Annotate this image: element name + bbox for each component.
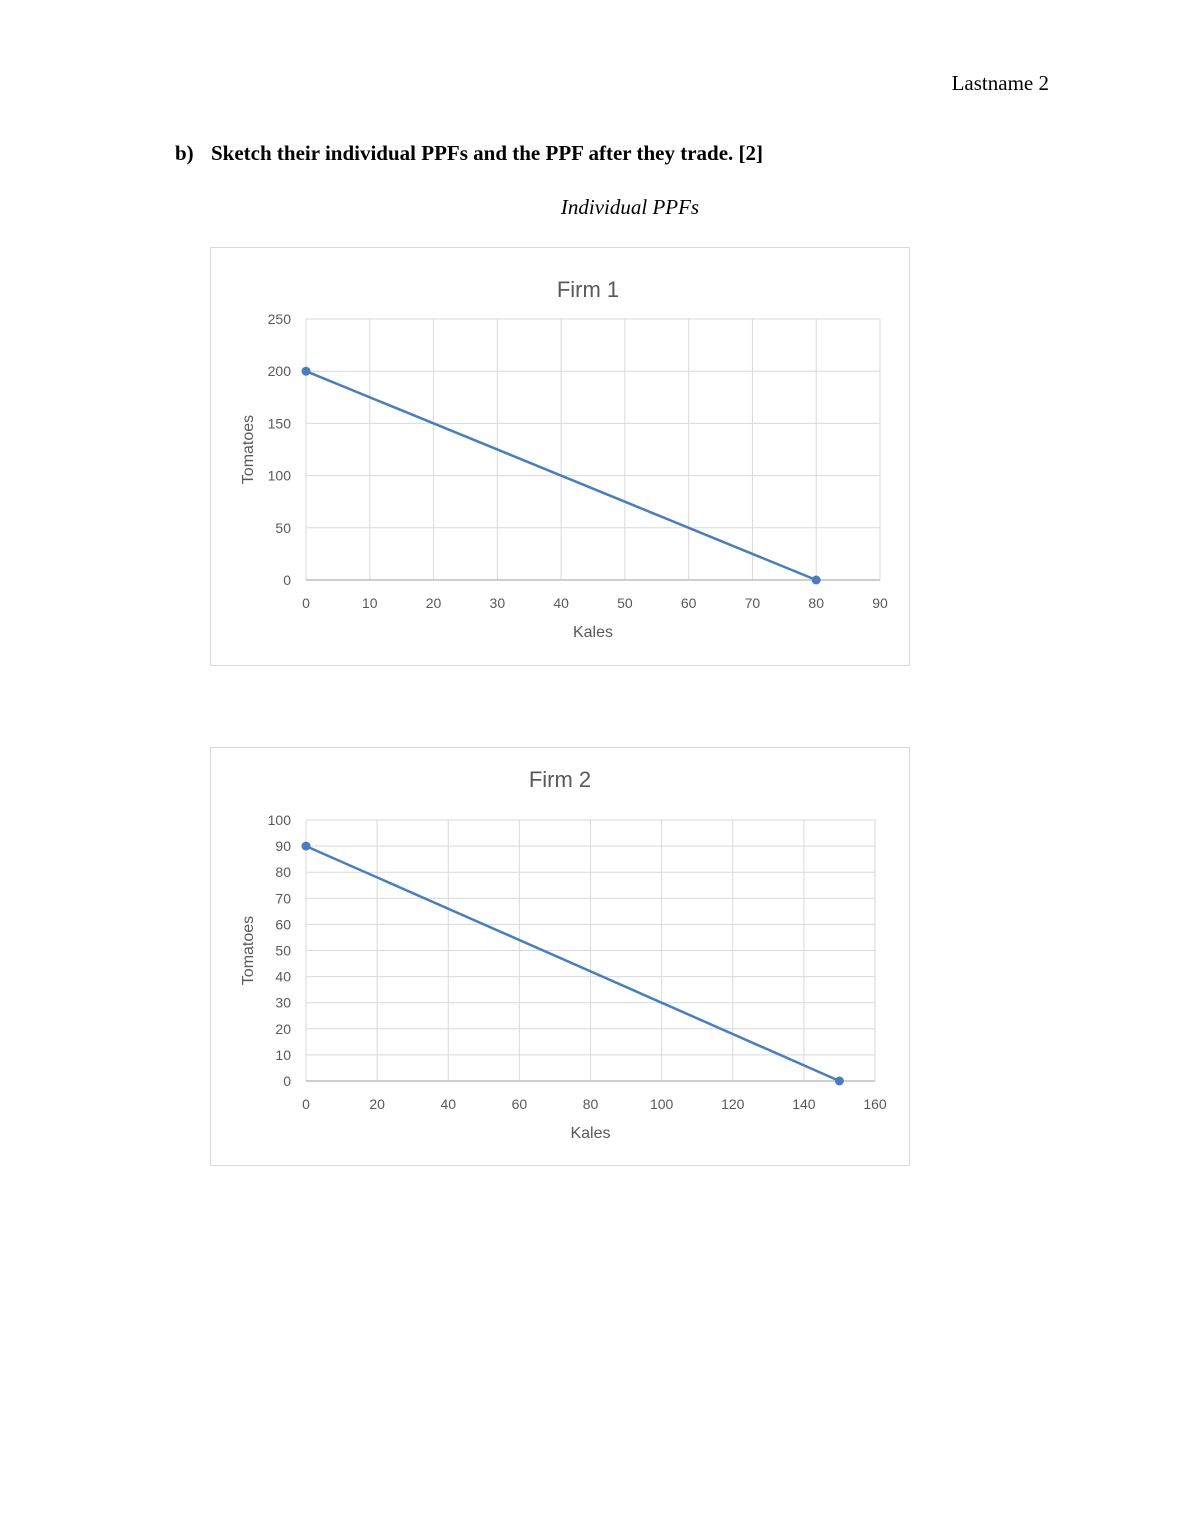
x-tick-label: 60 (681, 595, 697, 611)
y-tick-label: 20 (275, 1021, 291, 1037)
y-tick-label: 10 (275, 1047, 291, 1063)
y-axis-label: Tomatoes (240, 415, 257, 484)
x-tick-label: 60 (512, 1096, 528, 1112)
y-tick-label: 40 (275, 969, 291, 985)
y-tick-label: 70 (275, 890, 291, 906)
y-tick-label: 80 (275, 864, 291, 880)
data-point (834, 1076, 844, 1086)
x-tick-label: 100 (650, 1096, 674, 1112)
y-tick-label: 0 (283, 572, 291, 588)
chart-title: Firm 2 (529, 767, 591, 792)
data-point (301, 841, 311, 851)
y-tick-label: 50 (275, 520, 291, 536)
x-tick-label: 120 (721, 1096, 745, 1112)
x-tick-label: 40 (440, 1096, 456, 1112)
data-point (301, 366, 311, 376)
x-axis-label: Kales (570, 1125, 610, 1142)
question: b) Sketch their individual PPFs and the P… (175, 141, 763, 166)
chart-firm-2: 0 20 40 60 80 100 120 140 160 0 10 20 30 40 50 60 70 80 90… (210, 747, 910, 1166)
y-tick-label: 0 (283, 1073, 291, 1089)
question-label: b) (175, 141, 194, 165)
running-head: Lastname 2 (951, 71, 1049, 95)
question-text: Sketch their individual PPFs and the PPF… (211, 141, 763, 165)
chart-svg: 0 10 20 30 40 50 60 70 80 90 0 50 100 150 200 250 Firm 1… (240, 277, 888, 641)
y-tick-label: 50 (275, 943, 291, 959)
x-tick-label: 90 (872, 595, 888, 611)
y-tick-label: 90 (275, 838, 291, 854)
chart-svg: 0 20 40 60 80 100 120 140 160 0 10 20 30 40 50 60 70 80 90… (240, 767, 887, 1142)
x-tick-label: 30 (490, 595, 506, 611)
x-tick-label: 0 (302, 1096, 310, 1112)
x-tick-label: 160 (863, 1096, 887, 1112)
y-tick-label: 250 (268, 311, 292, 327)
series-line (305, 844, 840, 1083)
x-tick-label: 0 (302, 595, 310, 611)
y-axis-label: Tomatoes (240, 916, 257, 985)
x-tick-label: 50 (617, 595, 633, 611)
y-tick-label: 150 (268, 415, 292, 431)
x-tick-label: 140 (792, 1096, 816, 1112)
figure-caption: Individual PPFs (560, 195, 700, 219)
data-point (811, 575, 821, 585)
x-tick-label: 10 (362, 595, 378, 611)
y-tick-label: 60 (275, 916, 291, 932)
x-tick-label: 80 (808, 595, 824, 611)
chart-title: Firm 1 (557, 277, 619, 302)
x-tick-label: 70 (745, 595, 761, 611)
y-tick-label: 200 (268, 363, 292, 379)
chart-firm-1: 0 10 20 30 40 50 60 70 80 90 0 50 100 150 200 250 Firm 1… (210, 247, 910, 666)
y-tick-label: 100 (268, 812, 292, 828)
x-tick-label: 40 (553, 595, 569, 611)
series-line (305, 370, 817, 582)
x-axis-label: Kales (573, 624, 613, 641)
x-tick-label: 80 (583, 1096, 599, 1112)
y-tick-label: 100 (268, 468, 292, 484)
y-tick-label: 30 (275, 995, 291, 1011)
x-tick-label: 20 (426, 595, 442, 611)
x-tick-label: 20 (369, 1096, 385, 1112)
